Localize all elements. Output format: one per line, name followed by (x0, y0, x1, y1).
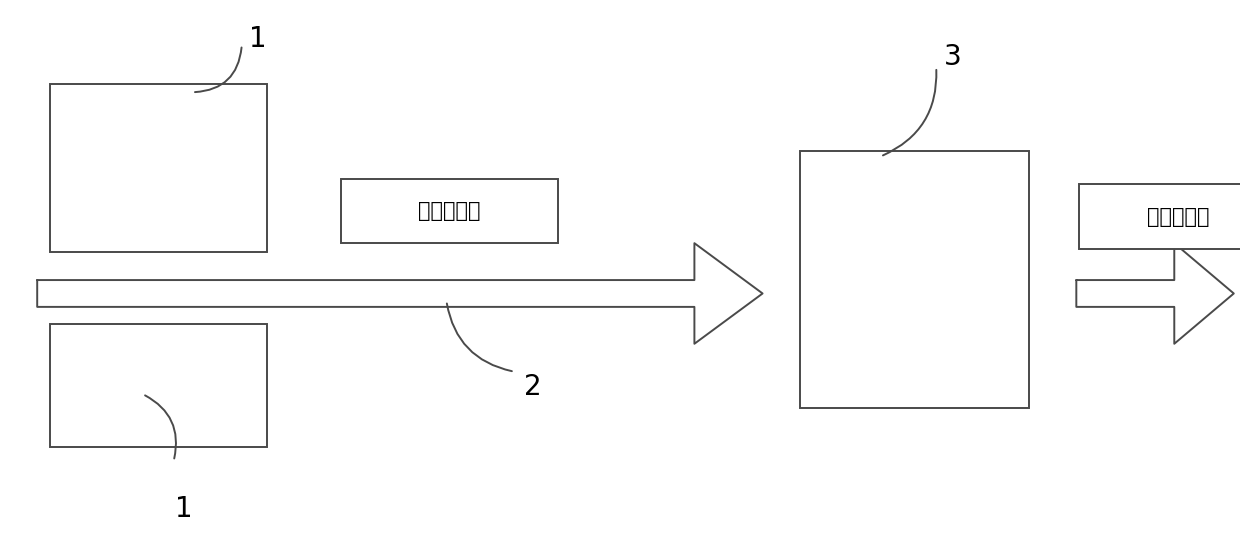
Text: 2: 2 (525, 373, 542, 401)
Bar (341, 179, 558, 243)
Text: 1: 1 (249, 25, 267, 53)
Bar (50, 84, 267, 252)
Polygon shape (37, 243, 763, 344)
Text: 3: 3 (944, 43, 961, 71)
Text: 预组装电堆: 预组装电堆 (418, 201, 481, 221)
Bar (50, 324, 267, 447)
Text: 组装后电堆: 组装后电堆 (1147, 207, 1209, 226)
Polygon shape (1076, 243, 1234, 344)
Text: 1: 1 (175, 495, 192, 523)
Bar (1079, 184, 1240, 249)
Bar (800, 151, 1029, 408)
